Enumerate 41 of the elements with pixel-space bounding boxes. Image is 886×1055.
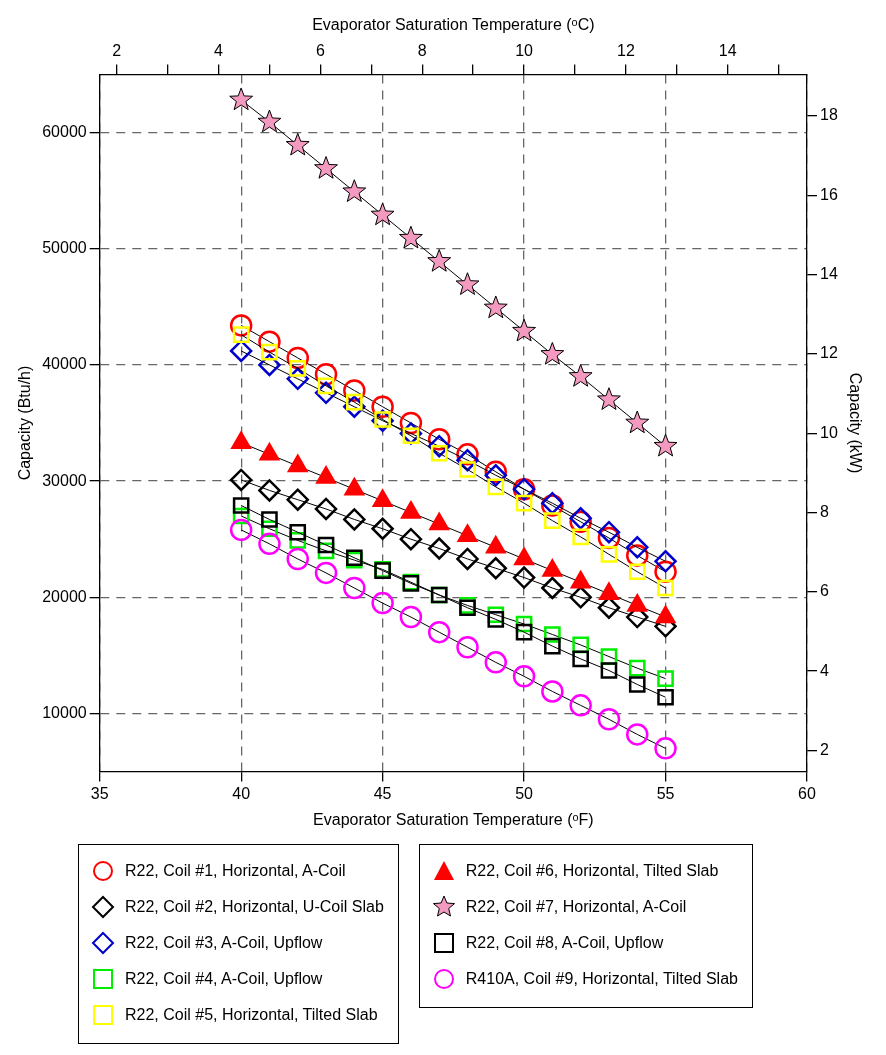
x-axis-title: Evaporator Saturation Temperature (ᵒF) xyxy=(313,810,594,828)
x-tick-label: 50 xyxy=(515,784,534,802)
x2-tick-label: 14 xyxy=(718,42,737,60)
y-tick-label: 20000 xyxy=(42,587,87,605)
x2-tick-label: 4 xyxy=(214,42,224,60)
y-axis-title: Capacity (Btu/h) xyxy=(16,365,34,481)
y2-tick-label: 16 xyxy=(820,185,838,203)
legend-label: R22, Coil #6, Horizontal, Tilted Slab xyxy=(465,862,719,880)
x-tick-label: 40 xyxy=(232,784,251,802)
x2-axis-title: Evaporator Saturation Temperature (ᵒC) xyxy=(312,16,595,34)
legend-label: R410A, Coil #9, Horizontal, Tilted Slab xyxy=(465,970,738,988)
legend-label: R22, Coil #5, Horizontal, Tilted Slab xyxy=(125,1006,378,1024)
legend-label: R22, Coil #8, A-Coil, Upflow xyxy=(465,934,664,952)
legend-label: R22, Coil #4, A-Coil, Upflow xyxy=(125,970,323,988)
legend-label: R22, Coil #1, Horizontal, A-Coil xyxy=(125,862,346,880)
y2-axis-title: Capacity (kW) xyxy=(846,372,864,474)
y2-tick-label: 12 xyxy=(820,344,838,362)
y2-tick-label: 18 xyxy=(820,106,838,124)
x-tick-label: 55 xyxy=(656,784,675,802)
y-tick-label: 50000 xyxy=(42,239,87,257)
x-tick-label: 35 xyxy=(90,784,109,802)
x2-tick-label: 6 xyxy=(315,42,325,60)
legend-label: R22, Coil #2, Horizontal, U-Coil Slab xyxy=(125,898,384,916)
y2-tick-label: 8 xyxy=(820,502,829,520)
x-tick-label: 45 xyxy=(373,784,392,802)
y-tick-label: 10000 xyxy=(42,703,87,721)
y-tick-label: 40000 xyxy=(42,355,87,373)
y2-tick-label: 2 xyxy=(820,740,829,758)
x2-tick-label: 10 xyxy=(515,42,534,60)
x2-tick-label: 2 xyxy=(112,42,122,60)
y2-tick-label: 14 xyxy=(820,265,838,283)
y2-tick-label: 10 xyxy=(820,423,838,441)
y-tick-label: 60000 xyxy=(42,122,87,140)
x2-tick-label: 8 xyxy=(417,42,427,60)
x-tick-label: 60 xyxy=(798,784,816,802)
y2-tick-label: 6 xyxy=(820,582,829,600)
legend-label: R22, Coil #7, Horizontal, A-Coil xyxy=(465,898,687,916)
legend-label: R22, Coil #3, A-Coil, Upflow xyxy=(125,934,323,952)
y-tick-label: 30000 xyxy=(42,471,87,489)
x2-tick-label: 12 xyxy=(617,42,635,60)
y2-tick-label: 4 xyxy=(820,661,829,679)
